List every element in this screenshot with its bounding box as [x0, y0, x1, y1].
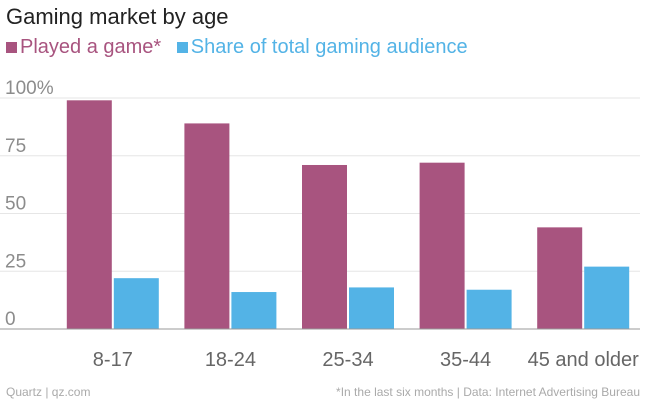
y-tick-label: 25 [5, 251, 26, 272]
x-tick-label: 8-17 [93, 349, 133, 371]
y-tick-label: 75 [5, 136, 26, 157]
bar-share [349, 287, 394, 329]
legend-label-played: Played a game* [20, 36, 162, 58]
bar-share [584, 266, 630, 329]
x-tick-label: 35-44 [440, 349, 491, 371]
bar-share [113, 278, 159, 329]
legend: Played a game* Share of total gaming aud… [6, 36, 478, 59]
y-tick-label: 0 [5, 309, 16, 330]
footer-source-left: Quartz | qz.com [6, 385, 91, 399]
legend-item-share: Share of total gaming audience [176, 36, 468, 59]
y-tick-label: 50 [5, 194, 26, 215]
bar-played [537, 227, 583, 329]
x-tick-label: 45 and older [528, 349, 640, 371]
bar-share [466, 289, 512, 329]
legend-item-played: Played a game* [6, 36, 161, 59]
x-tick-label: 18-24 [205, 349, 256, 371]
bar-played [66, 100, 112, 329]
bar-played [184, 123, 230, 329]
bar-share [231, 292, 277, 329]
legend-swatch-played [6, 42, 17, 53]
footer-source-right: *In the last six months | Data: Internet… [336, 385, 640, 399]
y-tick-label: 100% [5, 78, 54, 99]
chart-title: Gaming market by age [6, 4, 229, 29]
bar-played [419, 162, 465, 329]
bar-played [302, 164, 347, 329]
legend-swatch-share [176, 42, 188, 53]
x-tick-label: 25-34 [322, 349, 373, 371]
legend-label-share: Share of total gaming audience [190, 36, 468, 58]
